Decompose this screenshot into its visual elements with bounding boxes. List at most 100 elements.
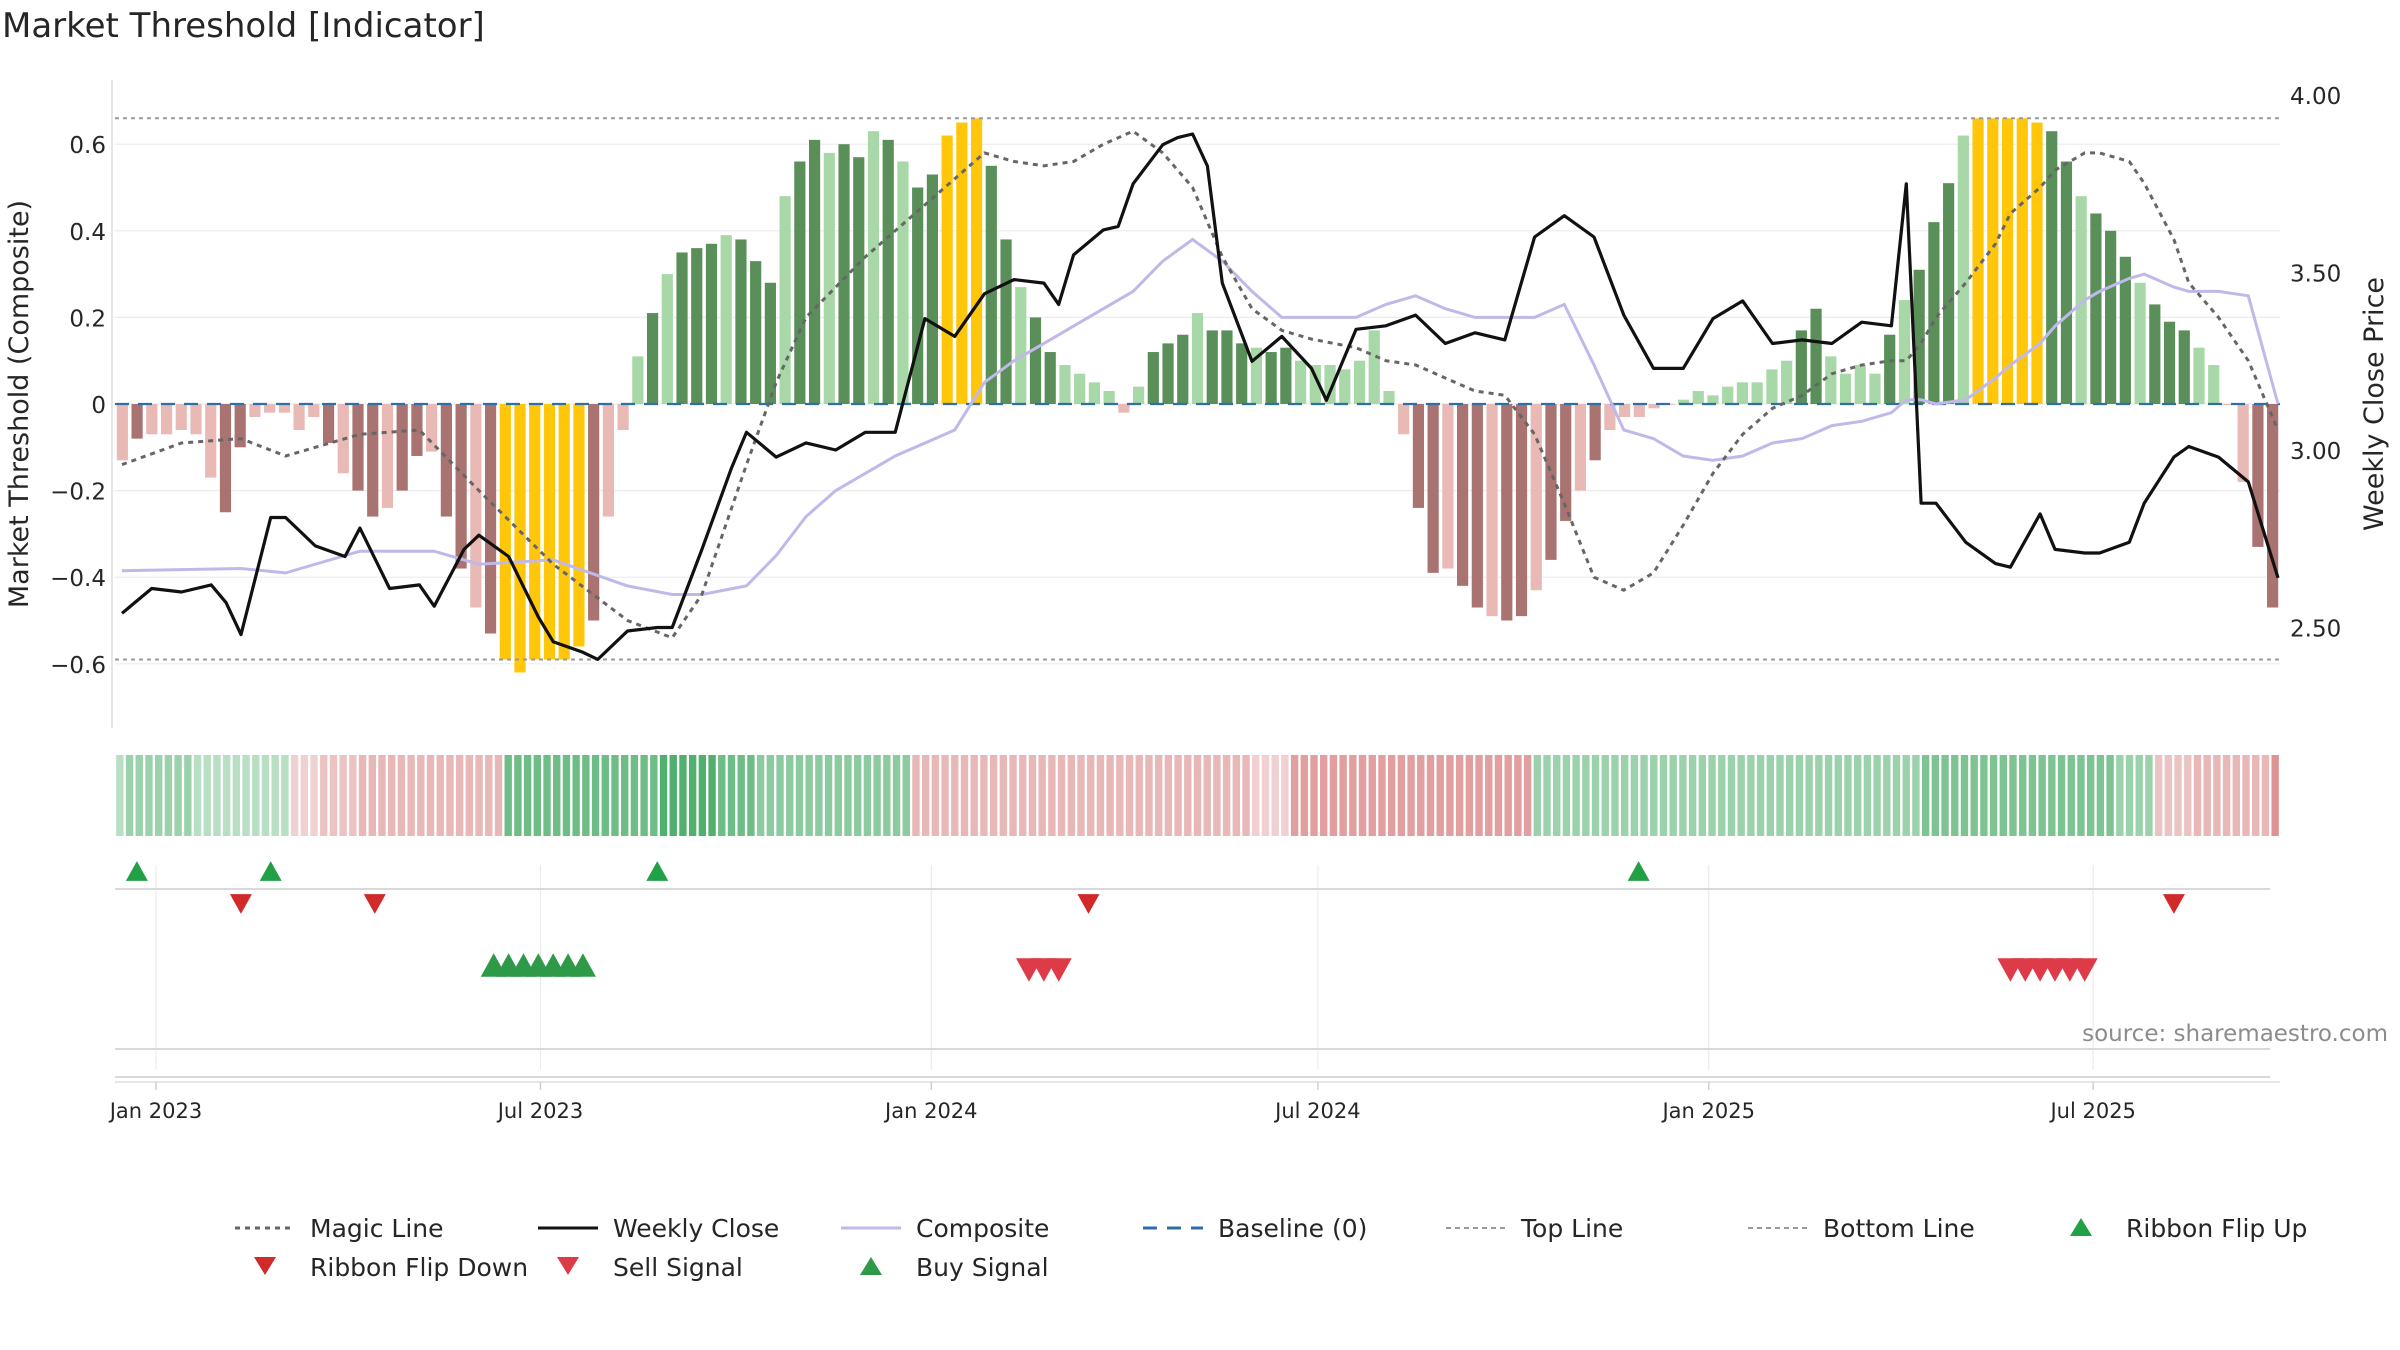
- ribbon-cell: [2213, 755, 2221, 836]
- ribbon-cell: [1873, 755, 1881, 836]
- ribbon-cell: [902, 755, 910, 836]
- composite-bar: [2105, 230, 2117, 404]
- ribbon-cell: [1397, 755, 1406, 836]
- ribbon-cell: [1087, 755, 1095, 836]
- ribbon-cell: [310, 755, 318, 836]
- composite-bar: [661, 274, 673, 404]
- composite-bar: [278, 404, 290, 413]
- ribbon-cell: [1455, 755, 1464, 836]
- ribbon-cell: [718, 755, 726, 836]
- ribbon-cell: [252, 755, 260, 836]
- ribbon-cell: [669, 755, 677, 836]
- composite-bar: [1987, 118, 1999, 404]
- composite-bar: [1398, 404, 1410, 435]
- ribbon-cell: [2048, 755, 2056, 836]
- ribbon-cell: [795, 755, 804, 836]
- composite-bar: [985, 165, 997, 404]
- composite-bar: [1177, 334, 1189, 404]
- ribbon-flip-up-marker: [646, 861, 669, 881]
- ribbon-cell: [1688, 755, 1697, 836]
- ribbon-cell: [1630, 755, 1639, 836]
- ribbon-cell: [1601, 755, 1609, 836]
- composite-bar: [514, 404, 526, 673]
- ribbon-cell: [446, 755, 454, 836]
- ribbon-cell: [1533, 755, 1541, 836]
- ribbon-cell: [1057, 755, 1066, 836]
- ribbon-cell: [1921, 755, 1930, 836]
- composite-bar: [1825, 356, 1837, 404]
- composite-bar: [573, 404, 585, 647]
- ribbon-cell: [485, 755, 493, 836]
- legend-label: Sell Signal: [613, 1253, 743, 1282]
- ribbon-cell: [1378, 755, 1386, 836]
- ribbon-cell: [553, 755, 561, 836]
- sell-signal-marker: [2071, 958, 2098, 982]
- ribbon-cell: [1252, 755, 1260, 836]
- composite-bar: [1324, 365, 1336, 404]
- ribbon-cell: [2057, 755, 2066, 836]
- composite-bar: [249, 404, 261, 417]
- composite-bar: [912, 187, 924, 404]
- composite-bar: [1280, 347, 1292, 404]
- composite-bar: [426, 404, 438, 452]
- ribbon-cell: [455, 755, 464, 836]
- ribbon-cell: [1727, 755, 1736, 836]
- ribbon-cell: [2145, 755, 2153, 836]
- composite-bar: [499, 404, 511, 660]
- composite-bar: [2208, 365, 2220, 404]
- ribbon-cell: [1553, 755, 1561, 836]
- ribbon-cell: [543, 755, 551, 836]
- ribbon-cell: [805, 755, 813, 836]
- ribbon-cell: [1931, 755, 1940, 836]
- composite-bar: [1368, 330, 1380, 404]
- ribbon-cell: [504, 755, 512, 836]
- composite-bar: [779, 196, 791, 404]
- x-tick-label: Jul 2023: [496, 1099, 583, 1123]
- composite-bar: [116, 404, 128, 461]
- composite-bar: [720, 235, 732, 404]
- ribbon-cell: [1951, 755, 1959, 836]
- y-left-tick-label: −0.4: [50, 566, 106, 592]
- composite-bar: [646, 313, 659, 404]
- legend-item: Buy Signal: [860, 1253, 1049, 1282]
- composite-bar: [853, 157, 865, 404]
- ribbon-cell: [2019, 755, 2027, 836]
- composite-bar: [1795, 330, 1807, 404]
- ribbon-cell: [1698, 755, 1707, 836]
- composite-bar: [367, 404, 379, 517]
- ribbon-flip-down-marker: [2162, 894, 2185, 914]
- ribbon-cell: [2174, 755, 2182, 836]
- ribbon-cell: [1009, 755, 1017, 836]
- composite-bar: [926, 174, 938, 404]
- ribbon-cell: [1659, 755, 1668, 836]
- magic-line: [121, 129, 2280, 640]
- ribbon-cell: [679, 755, 687, 836]
- ribbon-cell: [1776, 755, 1784, 836]
- ribbon-cell: [2252, 755, 2260, 836]
- y-right-axis-title: Weekly Close Price: [2359, 277, 2390, 531]
- ribbon-flip-up-marker: [1627, 861, 1650, 881]
- composite-bar: [1957, 135, 1969, 405]
- ribbon-cell: [572, 755, 580, 836]
- legend-item: Bottom Line: [1748, 1214, 1975, 1243]
- composite-bar: [2222, 404, 2235, 405]
- ribbon-cell: [1446, 755, 1454, 836]
- ribbon-cell: [1669, 755, 1677, 836]
- ribbon-cell: [1417, 755, 1425, 836]
- ribbon-cell: [417, 755, 425, 836]
- composite-bar: [882, 139, 894, 404]
- ribbon-cell: [688, 755, 697, 836]
- ribbon-cell: [2125, 755, 2134, 836]
- legend-label: Top Line: [1520, 1214, 1623, 1243]
- y-left-tick-label: 0.4: [69, 220, 106, 246]
- ribbon-cell: [698, 755, 707, 836]
- ribbon-cell: [1892, 755, 1901, 836]
- composite-bar: [293, 404, 305, 430]
- legend-item: Sell Signal: [557, 1253, 743, 1282]
- ribbon-cell: [1203, 755, 1211, 836]
- ribbon-cell: [1116, 755, 1124, 836]
- ribbon-cell: [2009, 755, 2017, 836]
- legend-symbol: [254, 1257, 276, 1275]
- ribbon-cell: [727, 755, 736, 836]
- ribbon-cell: [232, 755, 241, 836]
